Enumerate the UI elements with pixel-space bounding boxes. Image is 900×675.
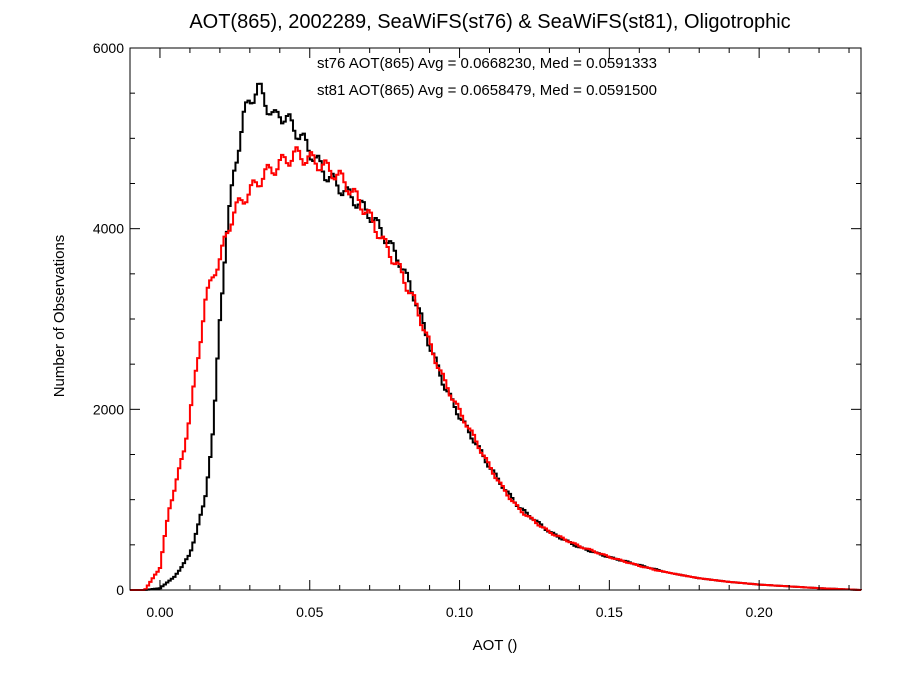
x-tick-label: 0.15 [596, 604, 623, 620]
ticks-layer: 0.00 0.05 0.10 0.15 0.20 0 2000 4000 6000 [93, 40, 861, 620]
legend-entry-st81: st81 AOT(865) Avg = 0.0658479, Med = 0.0… [317, 82, 657, 99]
x-tick-label: 0.05 [296, 604, 323, 620]
series-line-st76 [130, 82, 862, 591]
y-tick-label: 2000 [93, 401, 124, 417]
x-axis-label: AOT () [473, 637, 518, 654]
x-tick-label: 0.00 [146, 604, 173, 620]
y-axis-label: Number of Observations [51, 235, 68, 398]
plot-frame [129, 47, 862, 591]
series-layer [130, 82, 862, 591]
chart-title: AOT(865), 2002289, SeaWiFS(st76) & SeaWi… [189, 11, 790, 33]
y-tick-label: 0 [116, 582, 124, 598]
x-tick-label: 0.10 [446, 604, 473, 620]
legend-entry-st76: st76 AOT(865) Avg = 0.0668230, Med = 0.0… [317, 55, 657, 72]
y-tick-label: 6000 [93, 40, 124, 56]
x-tick-label: 0.20 [746, 604, 773, 620]
series-line-st81 [130, 146, 862, 591]
y-tick-label: 4000 [93, 221, 124, 237]
